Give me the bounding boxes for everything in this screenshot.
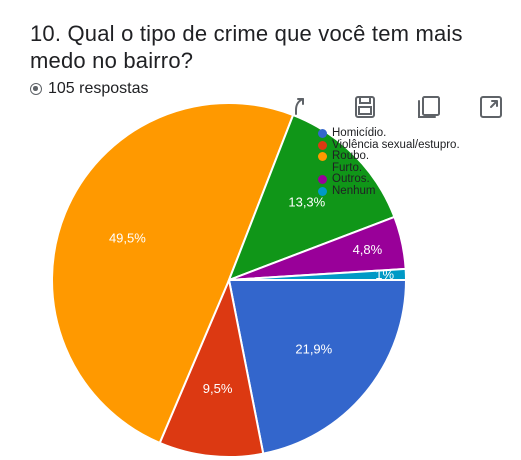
save-icon[interactable] (352, 94, 378, 120)
pie-slice[interactable] (158, 276, 265, 458)
legend-item: Outros. (318, 173, 460, 186)
slice-label: 4,8% (353, 242, 383, 257)
response-count: 105 respostas (30, 80, 149, 98)
response-count-text: 105 respostas (48, 80, 149, 97)
pie-slice[interactable] (227, 113, 396, 282)
slice-label: 1% (375, 267, 394, 282)
legend-swatch (318, 152, 327, 162)
question-title: 10. Qual o tipo de crime que você tem ma… (30, 21, 463, 73)
legend-label: Homicídio. (332, 127, 387, 139)
radio-icon (30, 83, 42, 95)
slice-label: 21,9% (295, 342, 332, 357)
slice-label: 9,5% (203, 381, 233, 396)
slice-label: 49,5% (109, 231, 146, 246)
pie-slice[interactable] (51, 101, 295, 445)
legend-swatch (318, 175, 327, 185)
legend-item: Nenhum (318, 184, 460, 198)
legend-swatch (318, 140, 327, 150)
legend-item: Violência sexual/estupro. (318, 138, 460, 152)
legend-label: Roubo. (332, 150, 370, 162)
legend-label: Nenhum (332, 184, 376, 197)
legend-swatch (318, 186, 327, 196)
legend-item: Homicídio. (318, 127, 460, 140)
legend-item: Roubo. (318, 150, 460, 163)
legend-label: Violência sexual/estupro. (332, 138, 460, 151)
legend-label: Furto. (332, 161, 363, 174)
legend-label: Outros. (332, 173, 370, 185)
legend-item: Furto. (318, 161, 460, 175)
legend-swatch (318, 129, 327, 139)
copy-icon[interactable] (416, 94, 442, 120)
slice-label: 13,3% (288, 195, 325, 210)
legend-swatch (318, 163, 327, 173)
pie-slice[interactable] (227, 279, 408, 455)
pie-slice[interactable] (228, 267, 408, 281)
chart-legend: Homicídio. Violência sexual/estupro. Roubo… (318, 127, 460, 198)
copy-chart-icon[interactable] (288, 94, 314, 120)
chart-toolbar (280, 94, 510, 122)
expand-icon[interactable] (478, 94, 504, 120)
